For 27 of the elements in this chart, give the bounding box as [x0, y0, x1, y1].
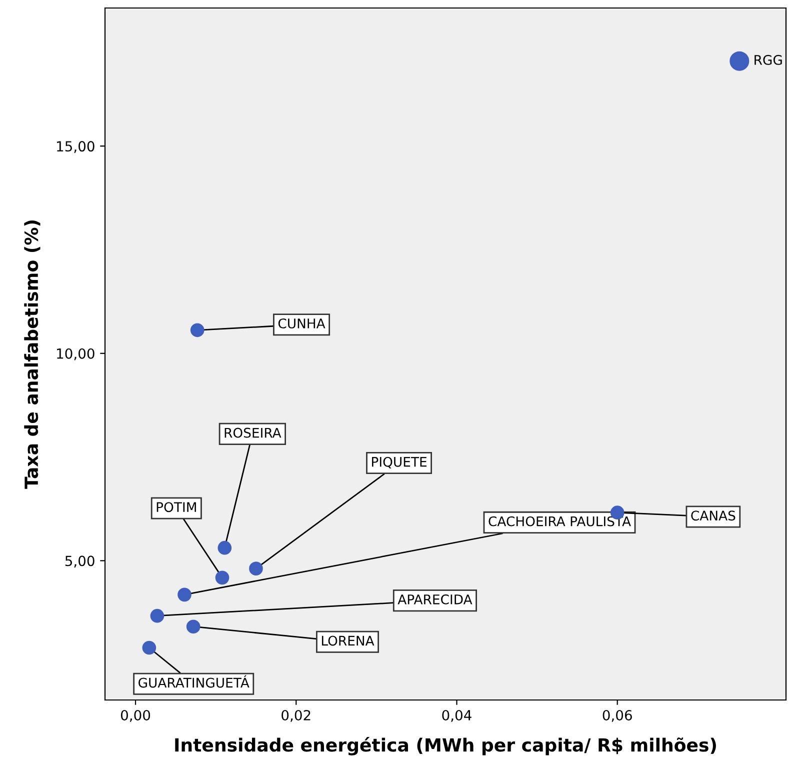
point — [190, 323, 204, 338]
annotation: GUARATINGUETÁ — [138, 675, 250, 688]
annotation: RGG — [754, 54, 782, 65]
x-axis-title: Intensidade energética (MWh per capita/ R$ milhões) — [175, 737, 716, 756]
annotation: PIQUETE — [372, 456, 426, 468]
annotation: CUNHA — [278, 318, 326, 328]
point — [249, 562, 263, 576]
point — [178, 588, 192, 602]
y-tick-label: 10,00 — [57, 348, 94, 360]
annotation: CANAS — [691, 510, 736, 521]
point — [186, 620, 200, 634]
point — [730, 51, 750, 71]
y-axis-title: Taxa de analfabetismo (%) — [24, 220, 40, 489]
point — [150, 608, 164, 623]
y-tick-label: 15,00 — [57, 141, 94, 153]
x-tick-label: 0,00 — [120, 710, 150, 722]
point — [218, 540, 232, 555]
annotation: ROSEIRA — [224, 428, 282, 438]
x-tick-label: 0,02 — [282, 710, 310, 722]
x-tick-label: 0,06 — [602, 710, 632, 722]
point — [215, 570, 230, 585]
annotation: POTIM — [156, 502, 196, 512]
point — [142, 640, 156, 655]
annotation: APARECIDA — [398, 594, 472, 604]
y-tick-label: 5,00 — [65, 556, 94, 568]
annotation: LORENA — [322, 636, 374, 646]
x-tick-label: 0,04 — [442, 710, 472, 722]
